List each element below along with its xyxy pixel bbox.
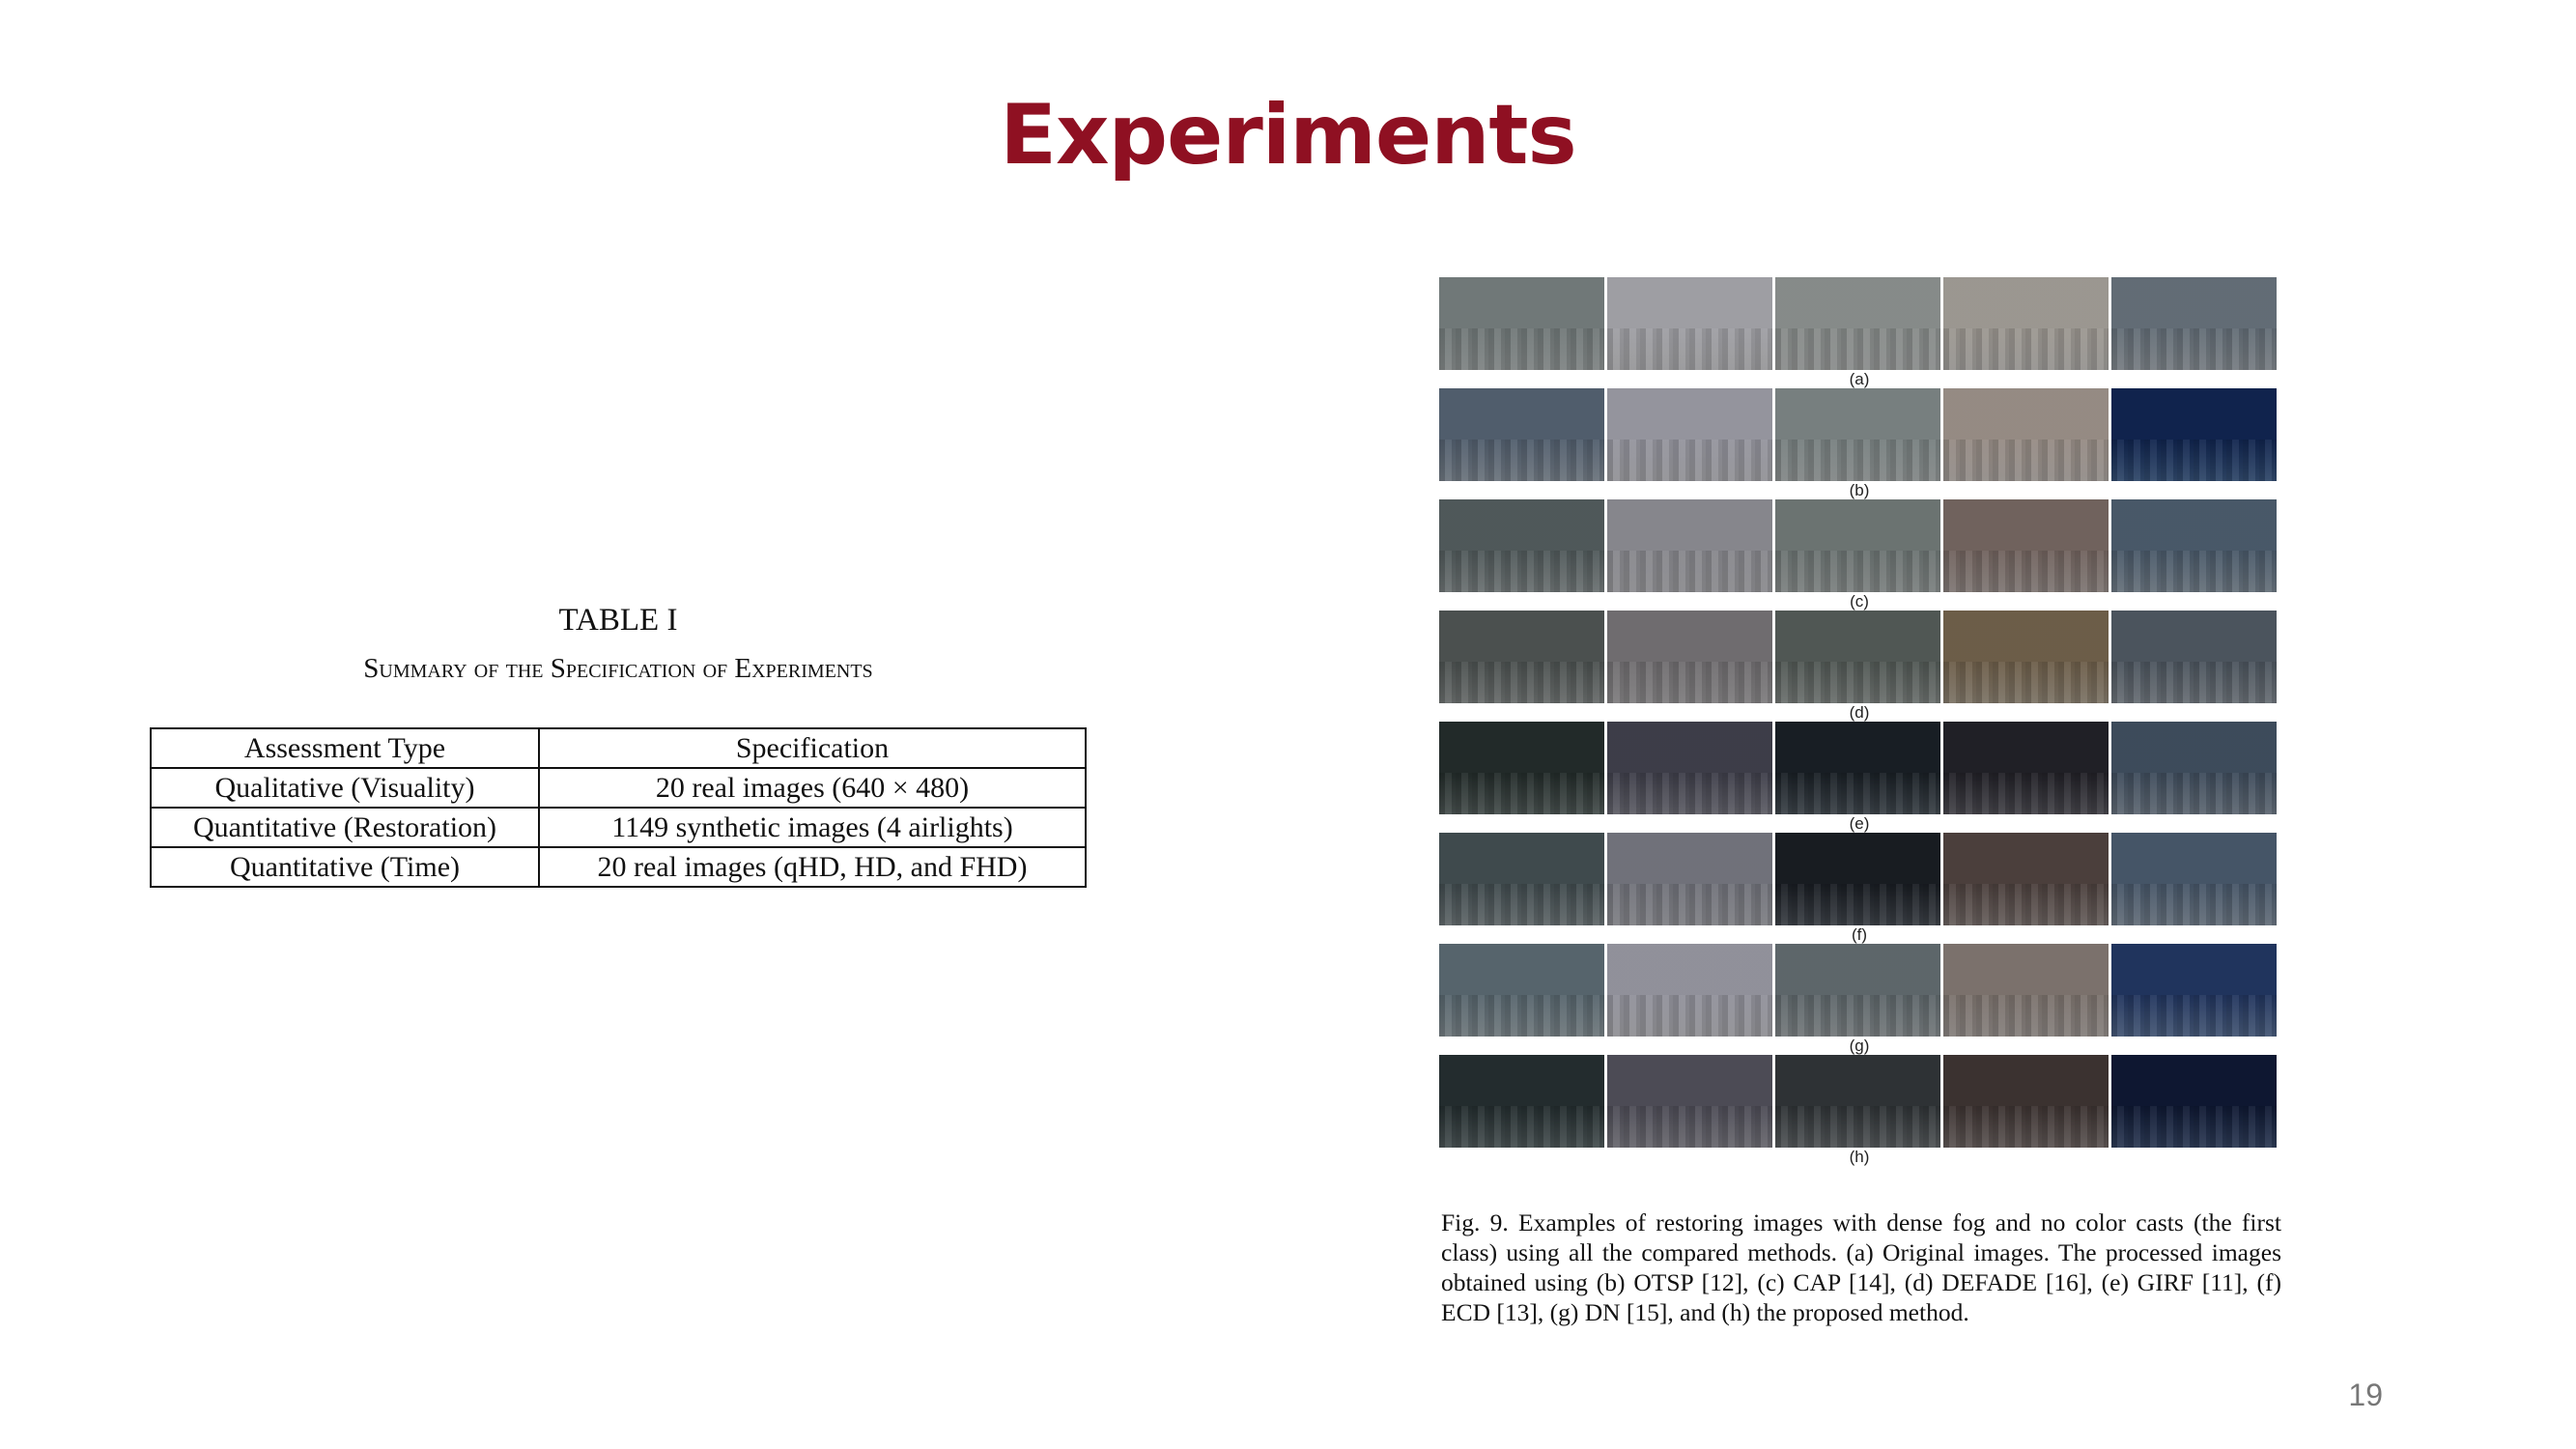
table-row: Quantitative (Time) 20 real images (qHD,… — [150, 846, 1087, 888]
figure-row: (h) — [1439, 1055, 2279, 1166]
result-thumbnail — [1607, 499, 1772, 592]
figure-strip — [1439, 499, 2279, 592]
result-thumbnail — [1775, 499, 1940, 592]
result-thumbnail — [1775, 611, 1940, 703]
figure-row: (a) — [1439, 277, 2279, 388]
figure-row: (d) — [1439, 611, 2279, 722]
figure-row-label: (e) — [1849, 814, 1870, 833]
figure-strip — [1439, 611, 2279, 703]
figure-row-label: (b) — [1849, 481, 1870, 499]
result-thumbnail — [1943, 944, 2109, 1037]
result-thumbnail — [1439, 722, 1604, 814]
table-caption: TABLE I Summary of the Specification of … — [150, 599, 1087, 690]
figure-strip — [1439, 944, 2279, 1037]
table-cell: 20 real images (640 × 480) — [538, 767, 1087, 809]
table-header-row: Assessment Type Specification — [150, 727, 1087, 769]
result-thumbnail — [1607, 388, 1772, 481]
result-thumbnail — [1607, 1055, 1772, 1148]
result-thumbnail — [1943, 722, 2109, 814]
table-cell: 20 real images (qHD, HD, and FHD) — [538, 846, 1087, 888]
figure-row-label: (d) — [1849, 703, 1870, 722]
figure-row: (b) — [1439, 388, 2279, 499]
page-number: 19 — [2348, 1378, 2383, 1412]
result-thumbnail — [1607, 944, 1772, 1037]
result-thumbnail — [1943, 277, 2109, 370]
header-assessment-type: Assessment Type — [150, 727, 540, 769]
result-thumbnail — [1607, 833, 1772, 925]
result-thumbnail — [1439, 388, 1604, 481]
result-thumbnail — [2111, 833, 2277, 925]
result-thumbnail — [1775, 722, 1940, 814]
header-specification: Specification — [538, 727, 1087, 769]
table-number: TABLE I — [558, 603, 678, 638]
result-thumbnail — [1607, 722, 1772, 814]
result-thumbnail — [1943, 499, 2109, 592]
result-thumbnail — [2111, 388, 2277, 481]
result-thumbnail — [2111, 1055, 2277, 1148]
slide-title: Experiments — [1000, 87, 1576, 184]
figure-strip — [1439, 1055, 2279, 1148]
result-thumbnail — [1439, 944, 1604, 1037]
figure-row: (g) — [1439, 944, 2279, 1055]
table-cell: Qualitative (Visuality) — [150, 767, 540, 809]
result-thumbnail — [1943, 611, 2109, 703]
table-cell: Quantitative (Restoration) — [150, 807, 540, 848]
result-thumbnail — [1607, 277, 1772, 370]
result-thumbnail — [1943, 1055, 2109, 1148]
result-thumbnail — [1943, 833, 2109, 925]
figure-row-label: (a) — [1849, 370, 1870, 388]
result-thumbnail — [1607, 611, 1772, 703]
result-thumbnail — [1775, 277, 1940, 370]
table-row: Quantitative (Restoration) 1149 syntheti… — [150, 807, 1087, 848]
result-thumbnail — [2111, 944, 2277, 1037]
figure-row: (f) — [1439, 833, 2279, 944]
figure-row-label: (f) — [1851, 925, 1868, 944]
result-thumbnail — [2111, 277, 2277, 370]
figure-row-label: (h) — [1849, 1148, 1870, 1166]
result-thumbnail — [1775, 388, 1940, 481]
figure-row: (e) — [1439, 722, 2279, 833]
figure-image-grid: (a) (b) (c) (d) (e) (f) (g) (h) — [1439, 277, 2279, 1166]
table-cell: Quantitative (Time) — [150, 846, 540, 888]
result-thumbnail — [1775, 1055, 1940, 1148]
result-thumbnail — [1439, 611, 1604, 703]
specification-table: Assessment Type Specification Qualitativ… — [150, 727, 1087, 888]
figure-strip — [1439, 388, 2279, 481]
figure-row-label: (c) — [1850, 592, 1869, 611]
figure-strip — [1439, 833, 2279, 925]
result-thumbnail — [1439, 833, 1604, 925]
figure-strip — [1439, 722, 2279, 814]
figure-row-label: (g) — [1849, 1037, 1870, 1055]
figure-caption: Fig. 9. Examples of restoring images wit… — [1441, 1208, 2281, 1326]
table-description: Summary of the Specification of Experime… — [363, 653, 873, 684]
result-thumbnail — [1439, 1055, 1604, 1148]
table-cell: 1149 synthetic images (4 airlights) — [538, 807, 1087, 848]
result-thumbnail — [2111, 722, 2277, 814]
figure-row: (c) — [1439, 499, 2279, 611]
table-row: Qualitative (Visuality) 20 real images (… — [150, 767, 1087, 809]
result-thumbnail — [2111, 499, 2277, 592]
figure-strip — [1439, 277, 2279, 370]
result-thumbnail — [1439, 499, 1604, 592]
result-thumbnail — [1775, 833, 1940, 925]
result-thumbnail — [2111, 611, 2277, 703]
result-thumbnail — [1439, 277, 1604, 370]
result-thumbnail — [1943, 388, 2109, 481]
result-thumbnail — [1775, 944, 1940, 1037]
